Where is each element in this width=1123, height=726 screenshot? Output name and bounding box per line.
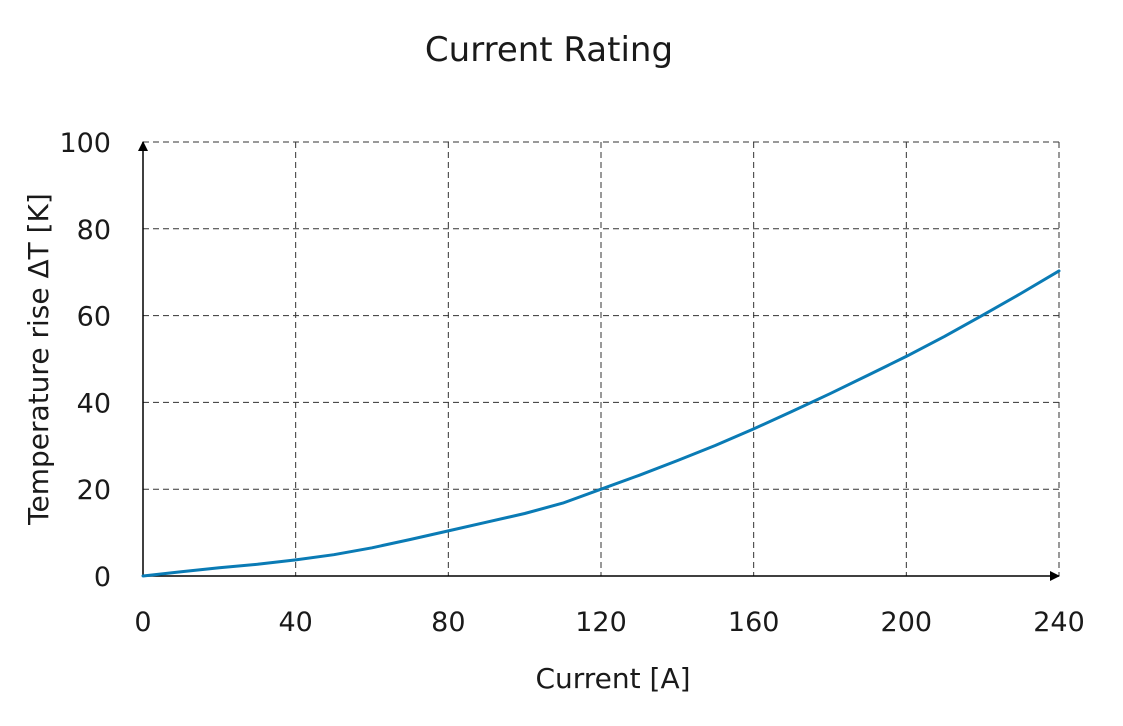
y-tick-label: 40	[77, 388, 111, 419]
y-tick-label: 60	[77, 302, 111, 333]
x-tick-labels: 0 40 80 120 160 200 240	[134, 607, 1084, 638]
x-tick-label: 200	[881, 607, 933, 638]
y-tick-label: 0	[94, 562, 111, 593]
x-tick-label: 0	[134, 607, 151, 638]
y-tick-label: 20	[77, 475, 111, 506]
axes	[138, 141, 1060, 581]
x-tick-label: 80	[431, 607, 465, 638]
x-tick-label: 240	[1033, 607, 1085, 638]
x-tick-label: 120	[575, 607, 627, 638]
grid-lines	[143, 141, 1060, 576]
chart-title: Current Rating	[424, 30, 674, 70]
x-tick-label: 40	[278, 607, 312, 638]
y-tick-label: 80	[77, 215, 111, 246]
x-tick-label: 160	[728, 607, 780, 638]
x-axis-label: Current [A]	[535, 662, 690, 695]
series-group	[141, 269, 1061, 578]
series-line	[141, 269, 1061, 578]
y-tick-label: 100	[59, 128, 111, 159]
y-tick-labels: 0 20 40 60 80 100	[59, 128, 111, 593]
y-axis-label: Temperature rise ΔT [K]	[22, 193, 55, 526]
